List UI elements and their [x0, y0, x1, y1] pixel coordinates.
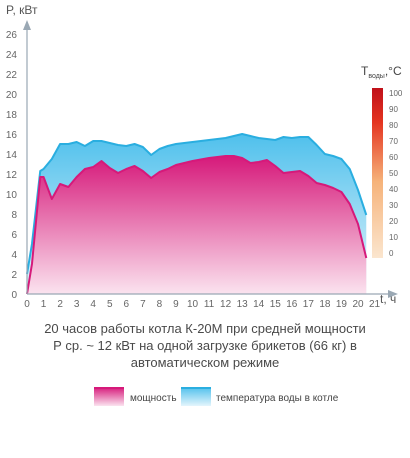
- color-scale-title-main: T: [361, 64, 369, 78]
- caption-line-1: 20 часов работы котла К-20М при средней …: [44, 321, 366, 336]
- x-tick-label: 9: [173, 299, 179, 310]
- color-scale-title-sub: воды: [368, 73, 385, 80]
- y-tick-label: 16: [6, 130, 18, 141]
- y-tick-label: 20: [6, 90, 18, 101]
- x-tick-label: 0: [24, 299, 30, 310]
- y-tick-label: 18: [6, 110, 18, 121]
- caption-line-2: Р ср. ~ 12 кВт на одной загрузке брикето…: [53, 338, 357, 353]
- caption-line-3: автоматическом режиме: [130, 355, 280, 370]
- x-tick-label: 2: [57, 299, 63, 310]
- color-scale-bar: [372, 88, 383, 258]
- y-tick-label: 2: [11, 270, 17, 281]
- x-tick-label: 20: [352, 299, 364, 310]
- x-tick-label: 12: [220, 299, 232, 310]
- color-scale-title: Tводы,°C: [361, 64, 402, 80]
- x-tick-label: 10: [187, 299, 199, 310]
- x-tick-label: 19: [336, 299, 348, 310]
- y-tick-label: 14: [6, 150, 18, 161]
- color-scale-tick: 0: [389, 249, 394, 258]
- color-scale-tick: 90: [389, 105, 398, 114]
- x-tick-label: 3: [74, 299, 80, 310]
- legend-temp-label: температура воды в котле: [216, 393, 339, 404]
- color-scale-tick: 40: [389, 185, 398, 194]
- y-axis-label: P, кВт: [6, 3, 38, 17]
- color-scale-tick: 60: [389, 153, 398, 162]
- legend: мощность температура воды в котле: [94, 387, 339, 406]
- color-scale-tick: 100: [389, 89, 403, 98]
- x-tick-label: 11: [204, 299, 215, 310]
- axes: [23, 20, 398, 298]
- x-tick-label: 15: [270, 299, 282, 310]
- y-tick-label: 6: [11, 230, 17, 241]
- x-axis-ticks: 0 1 2 3 4 5 6 7 8 9 10 11 12 13 14 15 16 17 18 19 20 21: [24, 299, 380, 310]
- x-axis-label: t, ч: [380, 292, 396, 306]
- color-scale-tick: 80: [389, 121, 398, 130]
- x-tick-label: 7: [140, 299, 146, 310]
- y-axis-arrow: [23, 20, 31, 30]
- x-tick-label: 4: [90, 299, 96, 310]
- x-tick-label: 13: [237, 299, 249, 310]
- legend-power-swatch: [94, 387, 124, 406]
- color-scale: Tводы,°C 0 10 20 30 40 50 60 70 80 90 100: [361, 64, 403, 258]
- power-series-area: [27, 156, 367, 294]
- legend-power-label: мощность: [130, 393, 177, 404]
- color-scale-tick: 20: [389, 217, 398, 226]
- x-tick-label: 6: [124, 299, 130, 310]
- y-tick-label: 26: [6, 30, 18, 41]
- color-scale-title-unit: ,°C: [385, 64, 402, 78]
- y-tick-label: 12: [6, 170, 18, 181]
- x-tick-label: 14: [253, 299, 265, 310]
- chart-caption: 20 часов работы котла К-20М при средней …: [0, 320, 410, 371]
- y-tick-label: 0: [11, 290, 17, 301]
- x-tick-label: 8: [157, 299, 163, 310]
- x-tick-label: 16: [286, 299, 298, 310]
- color-scale-tick: 30: [389, 201, 398, 210]
- y-tick-label: 22: [6, 70, 18, 81]
- plot-areas: [26, 133, 368, 295]
- y-tick-label: 24: [6, 50, 18, 61]
- color-scale-tick: 70: [389, 137, 398, 146]
- y-tick-label: 8: [11, 210, 17, 221]
- color-scale-tick: 10: [389, 233, 398, 242]
- x-tick-label: 5: [107, 299, 113, 310]
- temperature-series-line: [26, 133, 368, 275]
- legend-temp-swatch: [181, 387, 211, 406]
- x-tick-label: 18: [319, 299, 331, 310]
- power-series-line: [26, 155, 368, 295]
- x-axis-arrow: [388, 290, 398, 298]
- x-tick-label: 1: [41, 299, 47, 310]
- x-tick-label: 21: [369, 299, 381, 310]
- y-tick-label: 10: [6, 190, 18, 201]
- x-tick-label: 17: [303, 299, 315, 310]
- y-tick-label: 4: [11, 250, 17, 261]
- color-scale-tick: 50: [389, 169, 398, 178]
